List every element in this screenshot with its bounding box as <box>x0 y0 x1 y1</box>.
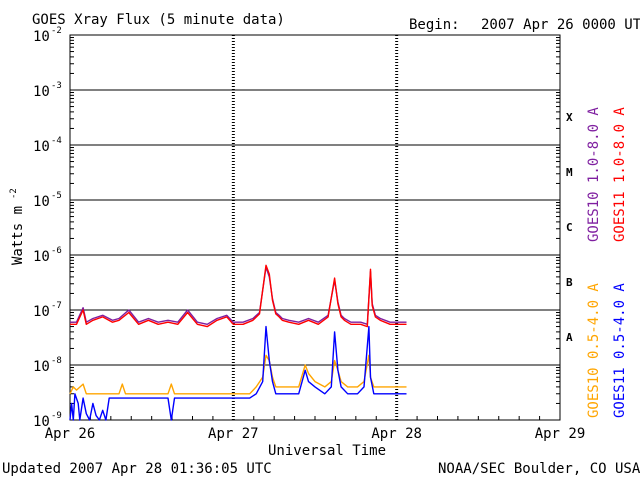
legend: GOES10 1.0-8.0 A GOES11 1.0-8.0 A GOES10 0… <box>586 107 628 418</box>
chart-title: GOES Xray Flux (5 minute data) <box>32 12 285 28</box>
y-tick-label: 10 <box>33 414 50 430</box>
series-line-0 <box>70 266 407 325</box>
updated-timestamp: Updated 2007 Apr 28 01:36:05 UTC <box>2 461 272 477</box>
y-tick-label: 10 <box>33 359 50 375</box>
begin-value: 2007 Apr 26 0000 UTC <box>481 17 640 33</box>
series-lines <box>69 264 407 421</box>
legend-entry: GOES11 0.5-4.0 A <box>612 283 628 418</box>
legend-entry: GOES11 1.0-8.0 A <box>612 107 628 242</box>
flare-class-x: X <box>566 111 573 124</box>
x-tick-label: Apr 28 <box>371 426 422 442</box>
legend-entry: GOES10 0.5-4.0 A <box>586 283 602 418</box>
y-tick-exponent: -2 <box>51 26 62 36</box>
y-tick-exponent: -7 <box>51 301 62 311</box>
series-line-2 <box>69 354 407 395</box>
flare-class-c: C <box>566 221 573 234</box>
x-tick-label: Apr 29 <box>535 426 586 442</box>
y-tick-exponent: -3 <box>51 81 62 91</box>
x-axis-ticks: Apr 26 Apr 27 Apr 28 Apr 29 <box>45 416 586 442</box>
y-tick-label: 10 <box>33 304 50 320</box>
y-tick-exponent: -6 <box>51 246 62 256</box>
y-tick-label: 10 <box>33 139 50 155</box>
x-axis-label: Universal Time <box>268 443 386 459</box>
flare-class-m: M <box>566 166 573 179</box>
y-tick-label: 10 <box>33 29 50 45</box>
y-tick-exponent: -8 <box>51 356 62 366</box>
x-tick-label: Apr 27 <box>208 426 259 442</box>
y-tick-label: 10 <box>33 194 50 210</box>
flare-class-b: B <box>566 276 573 289</box>
series-line-3 <box>69 325 407 421</box>
begin-label: Begin: <box>409 17 460 33</box>
series-line-1 <box>70 264 407 328</box>
y-axis-label-exponent: -2 <box>9 188 19 199</box>
y-axis-label-group: Watts m -2 <box>9 188 26 265</box>
y-tick-label: 10 <box>33 249 50 265</box>
y-tick-exponent: -4 <box>51 136 62 146</box>
grid <box>70 35 560 420</box>
y-axis-ticks: 10-910-810-710-610-510-410-310-2 <box>33 26 560 430</box>
y-axis-label: Watts m <box>10 206 26 265</box>
plot-frame <box>69 34 561 421</box>
flare-class-a: A <box>566 331 573 344</box>
y-tick-label: 10 <box>33 84 50 100</box>
credit-text: NOAA/SEC Boulder, CO USA <box>438 461 640 477</box>
y-tick-exponent: -5 <box>51 191 62 201</box>
y-tick-exponent: -9 <box>51 411 62 421</box>
flare-class-labels: X M C B A <box>566 111 573 344</box>
legend-entry: GOES10 1.0-8.0 A <box>586 107 602 242</box>
x-tick-label: Apr 26 <box>45 426 96 442</box>
